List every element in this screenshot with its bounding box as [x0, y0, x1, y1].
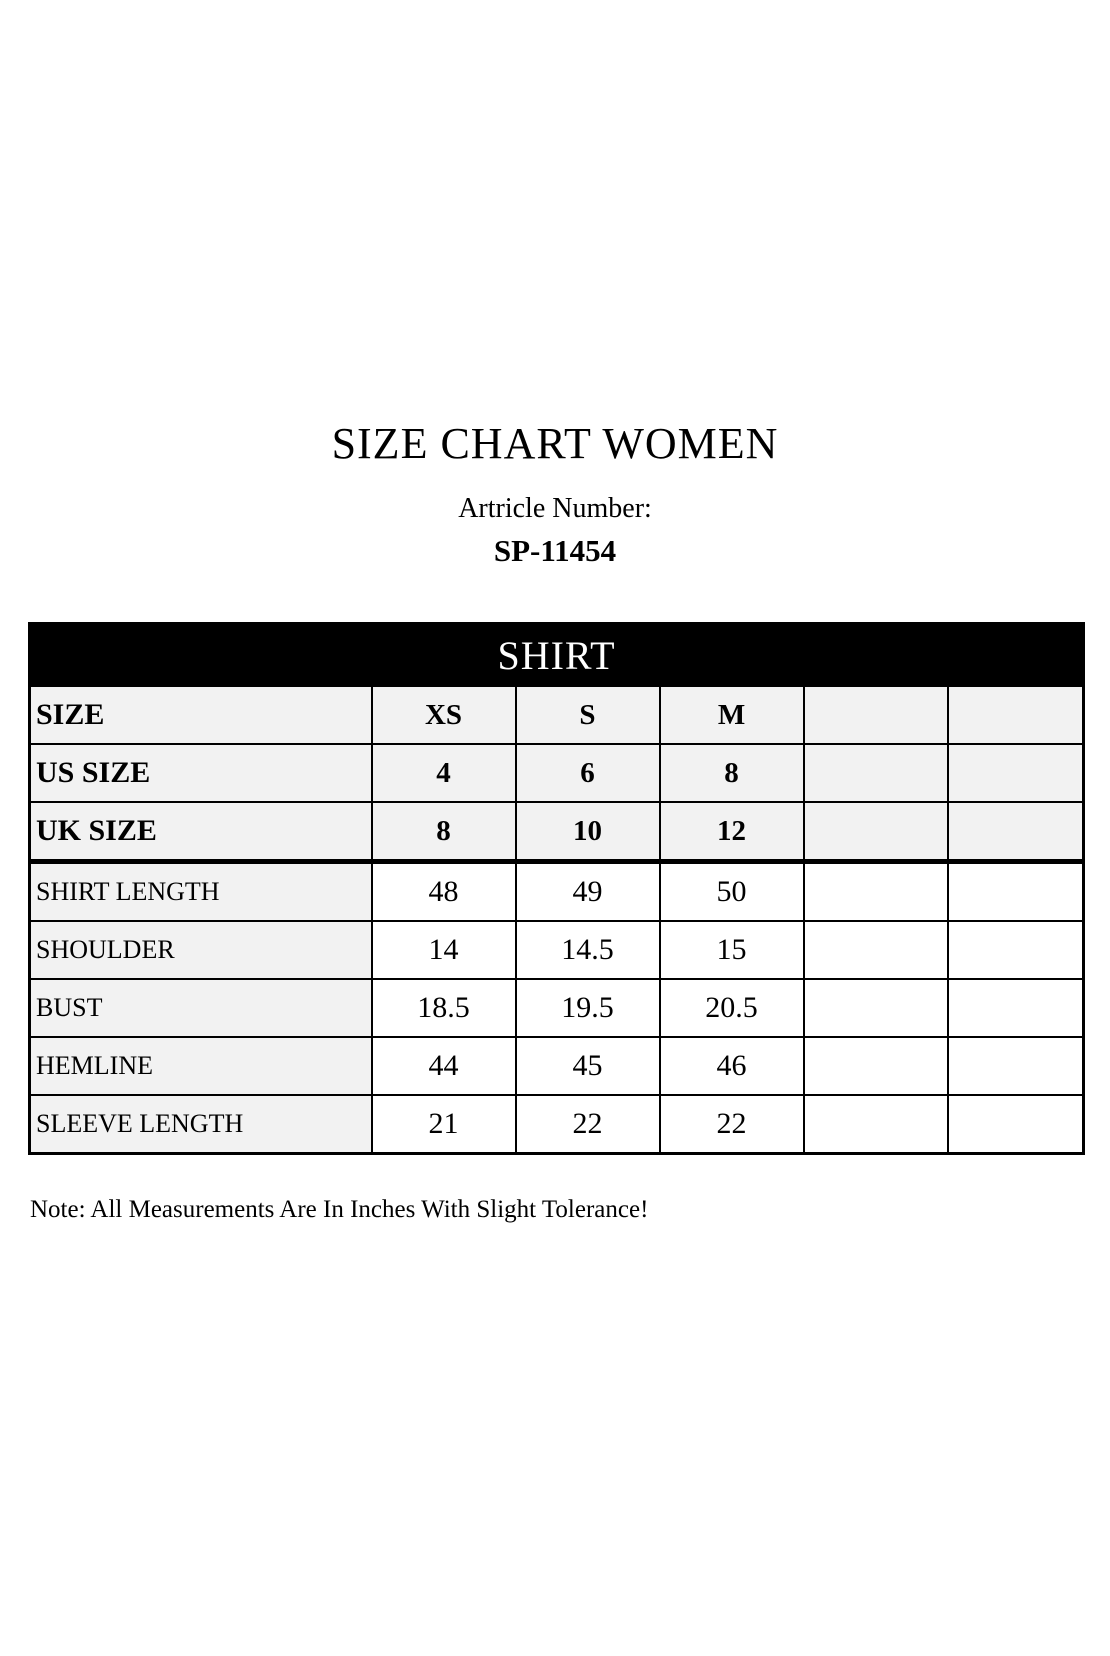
cell-bust-s: 19.5	[514, 978, 661, 1039]
cell-shoulder-xs: 14	[370, 920, 517, 981]
cell-us-size-s: 6	[514, 743, 661, 804]
row-label-sleeve-length: SLEEVE LENGTH	[28, 1094, 373, 1155]
row-label-bust: BUST	[28, 978, 373, 1039]
cell-shoulder-empty-1	[802, 920, 949, 981]
size-chart-table: SHIRT SIZE XS S M US SIZE 4 6 8 UK SIZE …	[28, 622, 1086, 1156]
cell-shirt-length-empty-1	[802, 860, 949, 923]
cell-hemline-m: 46	[658, 1036, 805, 1097]
row-label-uk-size: UK SIZE	[28, 801, 373, 865]
cell-sleeve-length-s: 22	[514, 1094, 661, 1155]
cell-us-size-m: 8	[658, 743, 805, 804]
cell-uk-size-s: 10	[514, 801, 661, 865]
cell-uk-size-empty-2	[946, 801, 1085, 865]
table-row-sleeve-length: SLEEVE LENGTH 21 22 22	[28, 1094, 1085, 1155]
cell-uk-size-empty-1	[802, 801, 949, 865]
row-label-shoulder: SHOULDER	[28, 920, 373, 981]
table-row-bust: BUST 18.5 19.5 20.5	[28, 978, 1085, 1039]
row-label-hemline: HEMLINE	[28, 1036, 373, 1097]
cell-sleeve-length-xs: 21	[370, 1094, 517, 1155]
cell-size-empty-2	[946, 685, 1085, 746]
cell-bust-xs: 18.5	[370, 978, 517, 1039]
cell-size-empty-1	[802, 685, 949, 746]
cell-hemline-empty-2	[946, 1036, 1085, 1097]
cell-bust-m: 20.5	[658, 978, 805, 1039]
cell-size-m: M	[658, 685, 805, 746]
cell-us-size-empty-1	[802, 743, 949, 804]
cell-sleeve-length-m: 22	[658, 1094, 805, 1155]
cell-shirt-length-m: 50	[658, 860, 805, 923]
cell-bust-empty-2	[946, 978, 1085, 1039]
article-number-value: SP-11454	[493, 533, 617, 569]
table-row-size: SIZE XS S M	[28, 685, 1085, 746]
cell-hemline-s: 45	[514, 1036, 661, 1097]
row-label-size: SIZE	[28, 685, 373, 746]
table-row-shirt-length: SHIRT LENGTH 48 49 50	[28, 860, 1085, 923]
cell-shirt-length-empty-2	[946, 860, 1085, 923]
cell-uk-size-xs: 8	[370, 801, 517, 865]
row-label-shirt-length: SHIRT LENGTH	[28, 860, 373, 923]
cell-sleeve-length-empty-2	[946, 1094, 1085, 1155]
table-row-us-size: US SIZE 4 6 8	[28, 743, 1085, 804]
table-row-uk-size: UK SIZE 8 10 12	[28, 801, 1085, 865]
cell-shoulder-m: 15	[658, 920, 805, 981]
cell-shirt-length-xs: 48	[370, 860, 517, 923]
row-label-us-size: US SIZE	[28, 743, 373, 804]
measurement-note: Note: All Measurements Are In Inches Wit…	[30, 1196, 649, 1224]
cell-shoulder-s: 14.5	[514, 920, 661, 981]
cell-size-s: S	[514, 685, 661, 746]
cell-us-size-empty-2	[946, 743, 1085, 804]
table-header-row: SHIRT	[28, 622, 1085, 688]
cell-hemline-empty-1	[802, 1036, 949, 1097]
cell-us-size-xs: 4	[370, 743, 517, 804]
cell-bust-empty-1	[802, 978, 949, 1039]
cell-hemline-xs: 44	[370, 1036, 517, 1097]
article-number-label: Artricle Number:	[458, 493, 652, 525]
cell-size-xs: XS	[370, 685, 517, 746]
table-title-cell: SHIRT	[28, 622, 1085, 688]
table-row-shoulder: SHOULDER 14 14.5 15	[28, 920, 1085, 981]
cell-uk-size-m: 12	[658, 801, 805, 865]
page-title: SIZE CHART WOMEN	[331, 419, 779, 468]
cell-shirt-length-s: 49	[514, 860, 661, 923]
cell-sleeve-length-empty-1	[802, 1094, 949, 1155]
cell-shoulder-empty-2	[946, 920, 1085, 981]
table-row-hemline: HEMLINE 44 45 46	[28, 1036, 1085, 1097]
